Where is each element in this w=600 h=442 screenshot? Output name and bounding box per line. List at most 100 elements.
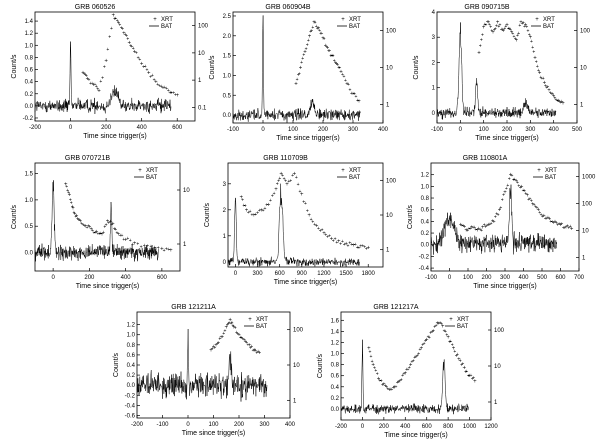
xrt-point: + (370, 354, 373, 360)
xrt-point: + (358, 245, 361, 251)
xrt-point: + (555, 221, 558, 227)
legend-xrt-label: XRT (349, 168, 361, 174)
xrt-point: + (129, 43, 132, 49)
xrt-point: + (525, 24, 528, 30)
xrt-point: + (75, 214, 79, 220)
xrt-point: + (390, 387, 393, 393)
y2-tick-label: 100 (386, 29, 397, 35)
xrt-point: + (211, 346, 214, 352)
xrt-point: + (117, 20, 121, 26)
x-tick-label: 400 (121, 275, 132, 281)
xrt-point: + (92, 230, 95, 236)
x-tick-label: 400 (549, 127, 560, 133)
y-tick-label: 0.6 (421, 208, 430, 214)
xrt-point: + (341, 72, 344, 78)
xrt-point: + (530, 198, 533, 204)
xrt-point: + (258, 208, 261, 214)
y-tick-label: 0.0 (223, 113, 232, 119)
panel-3: GRB 090715B -100 0 100 200 300 400 500 0 1 2 3 4 1 10 1… (413, 4, 591, 142)
xrt-point: + (524, 23, 528, 29)
xrt-point: + (510, 173, 513, 179)
xrt-point: + (560, 99, 563, 105)
xrt-point: + (567, 225, 570, 231)
y2-tick-label: 1 (198, 78, 202, 84)
xrt-point: + (249, 346, 252, 352)
xrt-point: + (544, 83, 547, 89)
xrt-point: + (503, 26, 506, 32)
xrt-point: + (307, 213, 311, 219)
xrt-point: + (387, 388, 391, 394)
xrt-point: + (66, 188, 69, 194)
xrt-point: + (68, 193, 72, 199)
xrt-point: + (336, 63, 339, 69)
xrt-point: + (546, 85, 549, 91)
xrt-point: + (126, 36, 129, 42)
xrt-point: + (461, 223, 464, 229)
xrt-point: + (324, 43, 327, 49)
xrt-point: + (452, 346, 456, 352)
xrt-point: + (416, 353, 419, 359)
xrt-point: + (381, 382, 384, 388)
xrt-point: + (156, 82, 159, 88)
xrt-point: + (494, 215, 497, 221)
y-tick-label: -0.2 (419, 254, 430, 260)
xrt-point: + (494, 26, 497, 32)
y2-tick-label: 100 (198, 24, 209, 30)
xrt-point: + (396, 380, 399, 386)
xrt-point: + (491, 30, 495, 36)
xrt-point: + (157, 245, 160, 251)
xrt-point: + (402, 371, 405, 377)
xrt-point: + (374, 368, 377, 374)
xrt-point: + (515, 38, 519, 44)
xrt-point: + (514, 179, 518, 185)
xrt-point: + (251, 213, 254, 219)
x-tick-label: 900 (297, 271, 308, 277)
y2-tick-label: 1 (183, 242, 187, 248)
xrt-point: + (553, 219, 557, 225)
xrt-point: + (488, 222, 491, 228)
x-axis-label: Time since trigger(s) (276, 135, 340, 142)
xrt-point: + (174, 93, 177, 99)
xrt-point: + (532, 50, 535, 56)
y-tick-label: 1 (223, 234, 227, 240)
xrt-point: + (297, 73, 300, 79)
x-axis-label: Time since trigger(s) (473, 283, 537, 290)
xrt-point: + (124, 32, 127, 38)
xrt-point: + (557, 98, 561, 104)
xrt-point: + (113, 226, 116, 232)
xrt-point: + (153, 245, 156, 251)
xrt-point: + (228, 321, 231, 327)
xrt-point: + (405, 367, 408, 373)
xrt-point: + (99, 79, 102, 85)
x-tick-label: 300 (259, 422, 270, 428)
xrt-point: + (103, 225, 106, 231)
xrt-point: + (480, 38, 483, 44)
xrt-point: + (459, 358, 462, 364)
y2-tick-label: 1 (494, 400, 498, 406)
xrt-point: + (319, 228, 322, 234)
xrt-point: + (242, 203, 245, 209)
xrt-point: + (277, 178, 280, 184)
xrt-point: + (467, 373, 470, 379)
x-tick-label: 1000 (463, 424, 477, 430)
xrt-point: + (547, 215, 550, 221)
y-tick-label: 0.6 (127, 353, 136, 359)
xrt-point: + (499, 205, 502, 211)
y2-tick-label: 100 (494, 328, 505, 334)
xrt-point: + (462, 223, 465, 229)
xrt-point: + (464, 228, 468, 234)
y-tick-label: 1.0 (421, 184, 430, 190)
x-tick-label: 1500 (339, 271, 353, 277)
xrt-point: + (566, 224, 569, 230)
y-tick-label: 0.5 (25, 224, 34, 230)
xrt-point: + (301, 56, 304, 62)
xrt-point: + (267, 203, 271, 209)
xrt-point: + (122, 237, 125, 243)
xrt-point: + (64, 182, 68, 188)
xrt-point: + (71, 204, 74, 210)
xrt-point: + (247, 343, 251, 349)
xrt-point: + (87, 224, 90, 230)
xrt-point: + (493, 28, 496, 34)
chart-title: GRB 060526 (75, 4, 116, 11)
panel-7: GRB 121211A -200 -100 0 100 200 300 400 -0.6 -0.4… (113, 304, 304, 437)
